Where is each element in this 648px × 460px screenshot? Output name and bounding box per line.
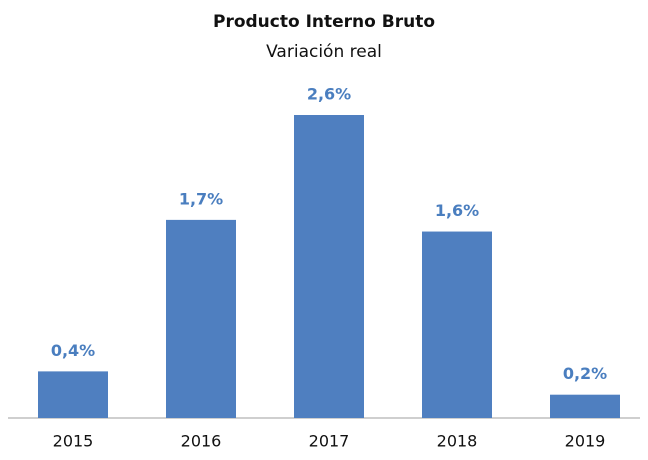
chart-title: Producto Interno Bruto bbox=[213, 12, 435, 32]
bar bbox=[550, 394, 620, 418]
bar bbox=[294, 115, 364, 418]
x-tick-label: 2018 bbox=[437, 432, 478, 451]
x-tick-label: 2019 bbox=[565, 432, 606, 451]
bar bbox=[422, 231, 492, 418]
bar bbox=[166, 219, 236, 418]
bar bbox=[38, 371, 108, 418]
chart-subtitle: Variación real bbox=[266, 42, 382, 62]
value-label: 2,6% bbox=[307, 85, 351, 104]
value-label: 1,6% bbox=[435, 201, 479, 220]
value-label: 0,2% bbox=[563, 364, 607, 383]
value-label: 1,7% bbox=[179, 189, 223, 208]
value-label: 0,4% bbox=[51, 341, 95, 360]
x-tick-label: 2017 bbox=[309, 432, 350, 451]
x-tick-label: 2016 bbox=[181, 432, 222, 451]
x-tick-label: 2015 bbox=[53, 432, 94, 451]
